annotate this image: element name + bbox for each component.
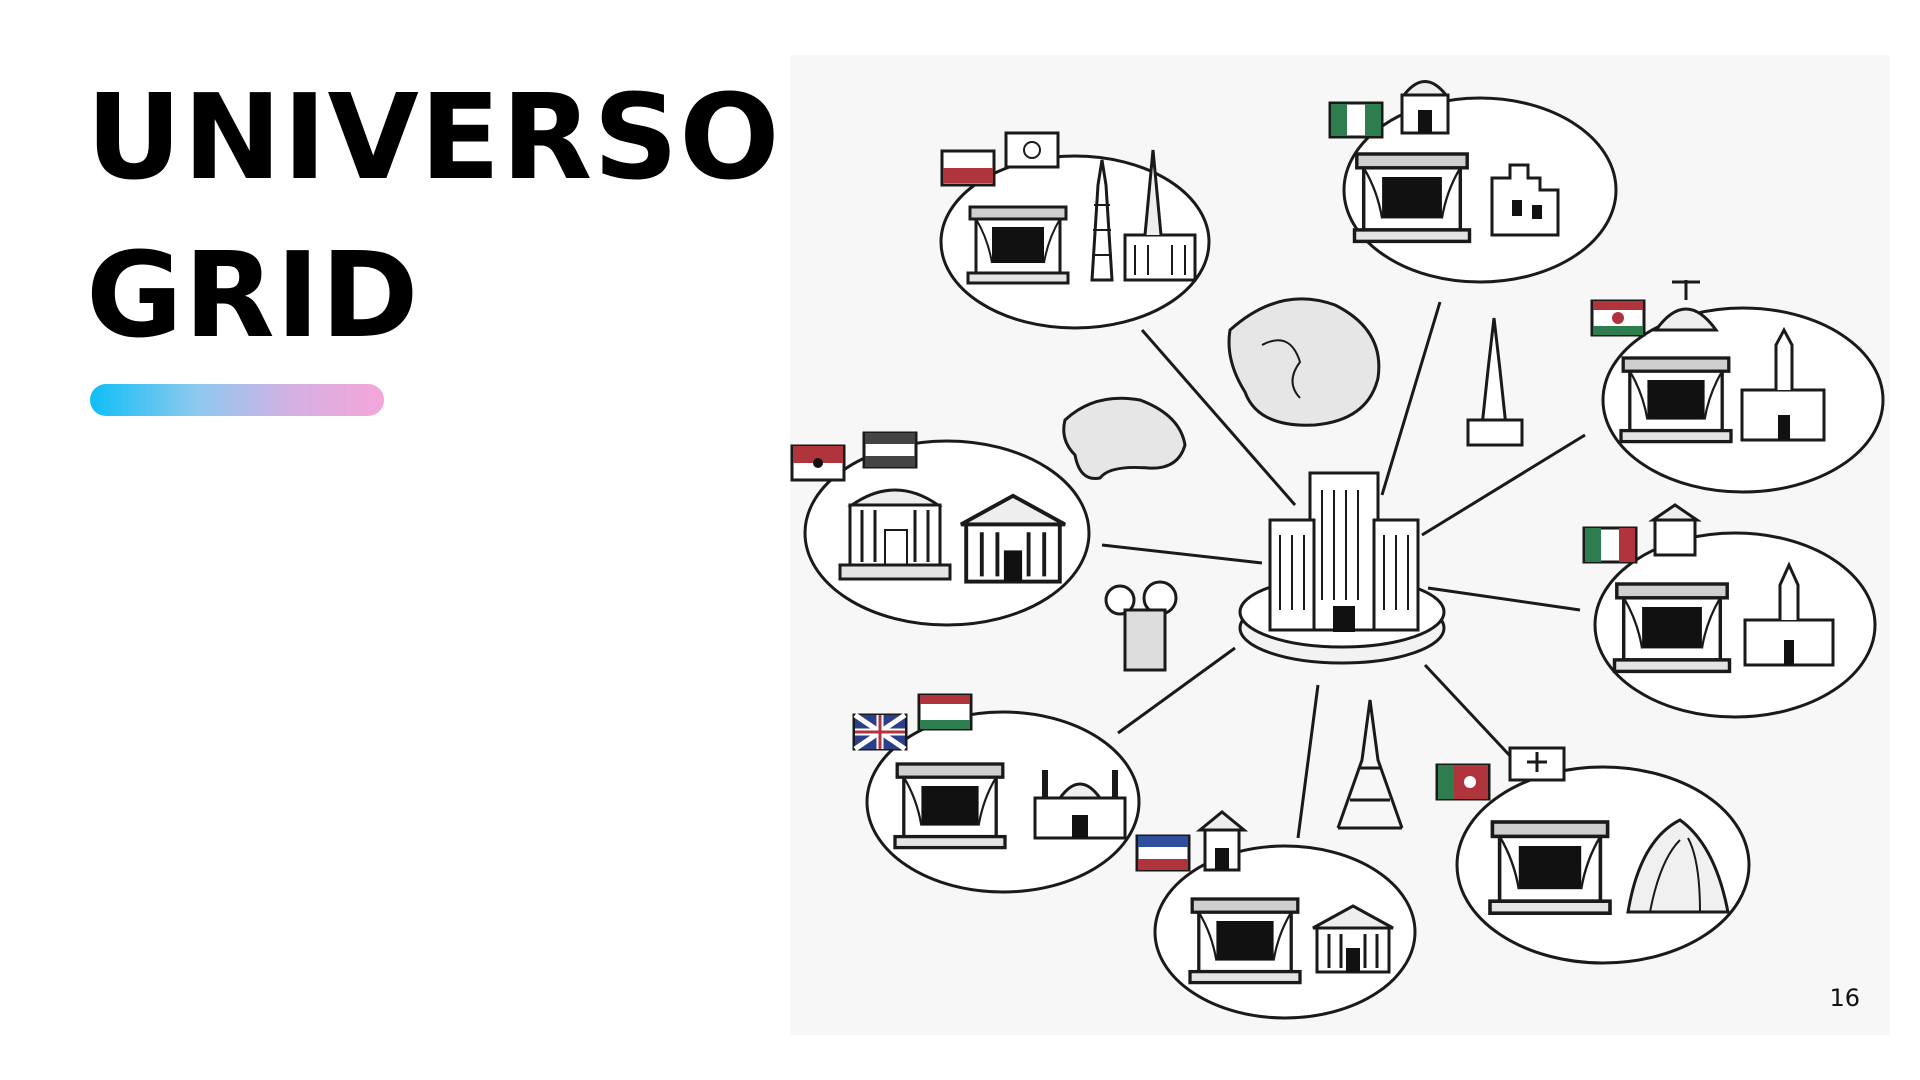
dome-icon [1653, 280, 1719, 332]
spoke-line [1380, 301, 1442, 496]
gradient-accent-bar [90, 384, 384, 416]
spoke-line [1117, 646, 1236, 735]
flag-icon [862, 431, 918, 469]
theater-stage-icon [893, 762, 1007, 850]
flag-icon [1328, 101, 1384, 139]
spoke-line [1140, 329, 1297, 506]
eiffel-tower-icon [1336, 699, 1404, 830]
title-line-2: GRID [86, 226, 420, 364]
spoke-line [1101, 543, 1263, 565]
slide-title: UNIVERSO GRID [86, 58, 781, 374]
theater-stage-icon [1612, 582, 1732, 674]
theater-stage-icon [1619, 356, 1733, 444]
spoke-line [1423, 663, 1514, 760]
spoke-line [1421, 433, 1586, 537]
tomb-icon [1508, 746, 1566, 782]
connection-lines [1101, 301, 1586, 839]
flag-icon [1135, 834, 1191, 872]
world-map-icon [1062, 396, 1187, 481]
flag-icon [852, 712, 908, 752]
theater-stage-icon [1488, 820, 1612, 916]
hub-top-center [1328, 80, 1618, 284]
hub-right-top [1590, 280, 1885, 494]
hub-top-left [939, 131, 1211, 330]
pagoda-icon [1195, 810, 1249, 872]
hub-bottom-right [1435, 746, 1751, 965]
hub-bottom-left [852, 693, 1141, 894]
theater-stage-icon [1188, 897, 1302, 985]
title-line-1: UNIVERSO [86, 68, 781, 206]
page-number: 16 [1829, 984, 1860, 1012]
flag-icon [1435, 763, 1491, 801]
theater-stage-icon [966, 205, 1070, 285]
mosque-icon [1033, 770, 1127, 840]
theater-stage-icon [1352, 152, 1472, 244]
shell-hall-icon [1626, 818, 1730, 914]
flag-icon [940, 149, 996, 187]
tower-icon [1090, 159, 1114, 282]
domed-building-icon [1400, 80, 1450, 135]
flag-icon [1590, 299, 1646, 337]
flag-icon [917, 693, 973, 731]
cathedral-icon [1743, 561, 1835, 667]
network-illustration [790, 55, 1890, 1035]
small-temple-icon [1648, 503, 1702, 557]
rotunda-icon [838, 488, 952, 581]
spoke-line [1296, 684, 1320, 839]
castle-ruins-icon [1490, 163, 1560, 237]
church-icon [1740, 326, 1826, 442]
hub-right-middle [1582, 503, 1877, 719]
flag-icon [1582, 526, 1638, 564]
hub-bottom-center [1135, 810, 1417, 1020]
globe-icon [1227, 297, 1381, 427]
cluster-building-icon [1104, 580, 1178, 672]
central-skyscraper-hub [1238, 471, 1446, 665]
flag-icon [790, 444, 846, 482]
hub-left [790, 431, 1091, 627]
tower-icon [1466, 317, 1524, 447]
monument-icon [1123, 149, 1197, 282]
spoke-line [1427, 586, 1581, 612]
flag-icon [1004, 131, 1060, 169]
